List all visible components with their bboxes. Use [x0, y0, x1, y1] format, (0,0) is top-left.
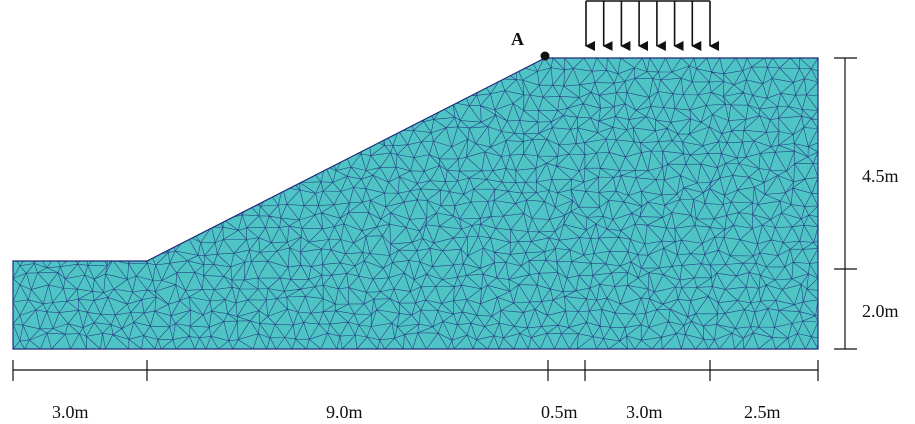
slope-outline [12, 57, 819, 350]
dim-label-2-0m: 2.0m [862, 301, 899, 321]
horizontal-dimension [12, 360, 819, 381]
vertical-dimension [834, 57, 857, 350]
dim-label-4-5m: 4.5m [862, 166, 899, 186]
horizontal-dimension-labels: 3.0m 9.0m 0.5m 3.0m 2.5m [52, 402, 781, 422]
point-a-marker [540, 51, 550, 61]
distributed-load [585, 0, 719, 51]
dim-label-2-5m: 2.5m [744, 402, 781, 422]
dim-label-3-0m-load: 3.0m [626, 402, 663, 422]
vertical-dimension-labels: 4.5m 2.0m [862, 166, 899, 321]
dim-label-3-0m: 3.0m [52, 402, 89, 422]
dim-label-9-0m: 9.0m [326, 402, 363, 422]
point-a: A [511, 29, 550, 61]
slope-body [12, 57, 819, 350]
dim-label-0-5m: 0.5m [541, 402, 578, 422]
slope-region [13, 58, 818, 349]
point-a-label: A [511, 29, 524, 49]
